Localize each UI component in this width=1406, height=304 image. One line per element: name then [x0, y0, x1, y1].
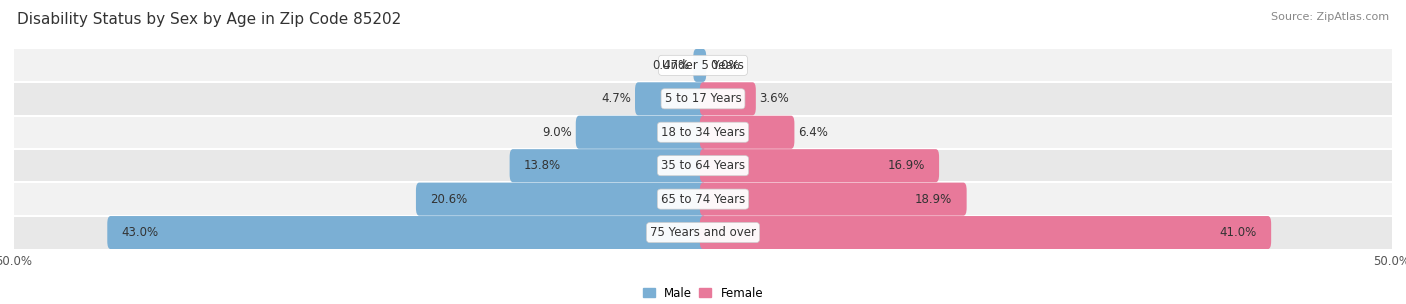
- Bar: [14, 116, 1392, 149]
- FancyBboxPatch shape: [700, 116, 794, 149]
- Text: 5 to 17 Years: 5 to 17 Years: [665, 92, 741, 105]
- FancyBboxPatch shape: [576, 116, 706, 149]
- FancyBboxPatch shape: [700, 216, 1271, 249]
- Bar: [14, 216, 1392, 249]
- FancyBboxPatch shape: [636, 82, 706, 115]
- Bar: [14, 82, 1392, 116]
- Text: 41.0%: 41.0%: [1219, 226, 1257, 239]
- Text: 13.8%: 13.8%: [524, 159, 561, 172]
- FancyBboxPatch shape: [700, 149, 939, 182]
- Text: 35 to 64 Years: 35 to 64 Years: [661, 159, 745, 172]
- Text: 4.7%: 4.7%: [602, 92, 631, 105]
- Text: Source: ZipAtlas.com: Source: ZipAtlas.com: [1271, 12, 1389, 22]
- FancyBboxPatch shape: [700, 82, 756, 115]
- Text: 65 to 74 Years: 65 to 74 Years: [661, 193, 745, 206]
- Text: 9.0%: 9.0%: [543, 126, 572, 139]
- FancyBboxPatch shape: [693, 49, 706, 82]
- FancyBboxPatch shape: [700, 183, 967, 216]
- Text: 43.0%: 43.0%: [121, 226, 159, 239]
- Text: Under 5 Years: Under 5 Years: [662, 59, 744, 72]
- Text: 20.6%: 20.6%: [430, 193, 467, 206]
- Legend: Male, Female: Male, Female: [643, 287, 763, 299]
- FancyBboxPatch shape: [416, 183, 706, 216]
- Text: 75 Years and over: 75 Years and over: [650, 226, 756, 239]
- Bar: [14, 49, 1392, 82]
- Text: 6.4%: 6.4%: [799, 126, 828, 139]
- Bar: [14, 182, 1392, 216]
- Text: 0.47%: 0.47%: [652, 59, 689, 72]
- Text: 18.9%: 18.9%: [915, 193, 952, 206]
- FancyBboxPatch shape: [509, 149, 706, 182]
- Bar: [14, 149, 1392, 182]
- Text: 3.6%: 3.6%: [759, 92, 789, 105]
- Text: 18 to 34 Years: 18 to 34 Years: [661, 126, 745, 139]
- Text: 16.9%: 16.9%: [887, 159, 925, 172]
- FancyBboxPatch shape: [107, 216, 706, 249]
- Text: 0.0%: 0.0%: [710, 59, 740, 72]
- Text: Disability Status by Sex by Age in Zip Code 85202: Disability Status by Sex by Age in Zip C…: [17, 12, 401, 27]
